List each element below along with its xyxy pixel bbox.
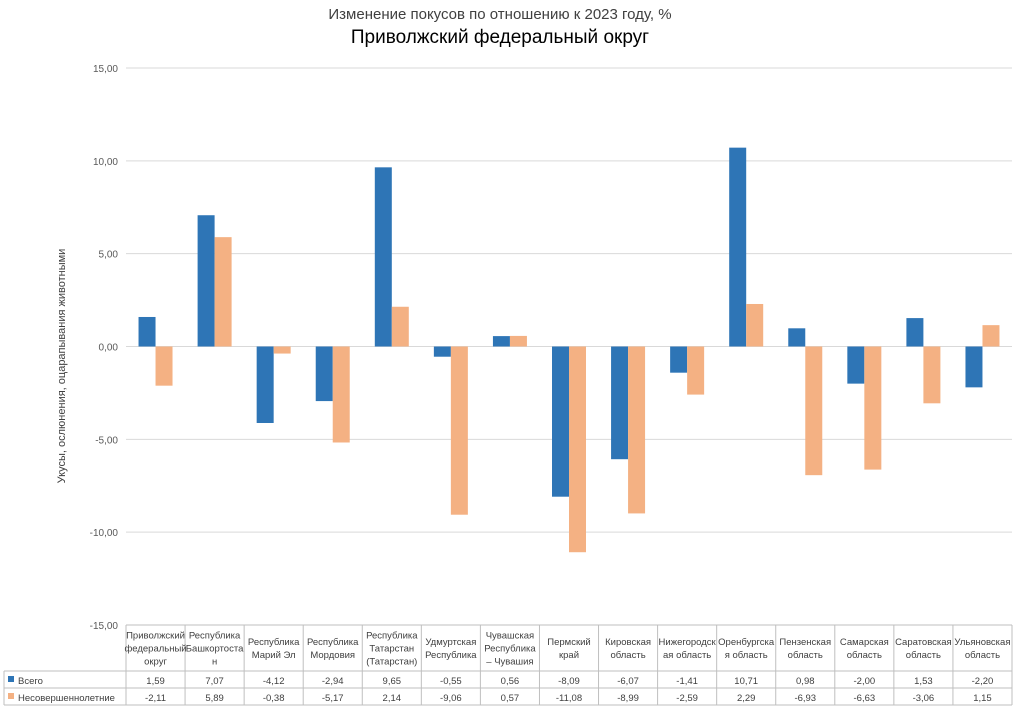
bar-vsego [138, 316, 156, 347]
category-label: Республика Башкортоста н [186, 631, 244, 668]
data-value: -2,00 [854, 676, 876, 687]
bar-vsego [374, 167, 392, 347]
y-tick-label: 15,00 [93, 64, 118, 75]
bar-nesovershennoletnie [864, 346, 882, 470]
data-value: -3,06 [913, 693, 935, 704]
category-label: Оренбургска я область [718, 637, 775, 661]
bar-vsego [492, 336, 510, 347]
bar-vsego [965, 346, 983, 388]
bar-vsego [256, 346, 274, 423]
data-value: 10,71 [734, 676, 758, 687]
data-value: -6,63 [854, 693, 876, 704]
bar-nesovershennoletnie [923, 346, 941, 404]
category-label: Республика Мордовия [307, 637, 359, 661]
bar-nesovershennoletnie [628, 346, 646, 514]
data-value: -5,17 [322, 693, 344, 704]
bar-nesovershennoletnie [391, 306, 409, 347]
data-value: -4,12 [263, 676, 285, 687]
bar-vsego [670, 346, 688, 373]
data-value: 5,89 [205, 693, 224, 704]
category-label: Самарская область [840, 637, 889, 661]
bar-nesovershennoletnie [687, 346, 705, 395]
bar-nesovershennoletnie [273, 346, 291, 354]
bar-vsego [788, 328, 806, 347]
data-value: -8,09 [558, 676, 580, 687]
y-tick-label: -15,00 [90, 621, 119, 632]
category-label: Ульяновская область [954, 637, 1010, 661]
data-value: 0,98 [796, 676, 815, 687]
data-value: -8,99 [617, 693, 639, 704]
legend-swatch-nesovershennoletnie [8, 693, 14, 699]
data-value: 2,29 [737, 693, 756, 704]
bar-vsego [611, 346, 629, 460]
bar-nesovershennoletnie [332, 346, 350, 443]
data-value: 1,53 [914, 676, 933, 687]
data-value: -0,38 [263, 693, 285, 704]
data-value: -0,55 [440, 676, 462, 687]
bar-nesovershennoletnie [155, 346, 173, 386]
y-tick-label: 0,00 [99, 343, 119, 354]
legend-entry-nesovershennoletnie: Несовершеннолетние [18, 693, 115, 704]
category-label: Пермский край [547, 637, 590, 661]
data-value: -6,07 [617, 676, 639, 687]
chart-subtitle: Изменение покусов по отношению к 2023 го… [328, 6, 672, 23]
bar-nesovershennoletnie [214, 237, 232, 347]
bar-vsego [847, 346, 865, 384]
y-tick-label: -5,00 [95, 435, 118, 446]
data-value: 9,65 [383, 676, 402, 687]
category-label: Республика Марий Эл [248, 637, 300, 661]
bar-vsego [906, 318, 924, 347]
y-tick-label: 10,00 [93, 157, 118, 168]
category-label: Удмуртская Республика [425, 637, 477, 661]
data-value: 7,07 [205, 676, 224, 687]
bar-nesovershennoletnie [982, 325, 1000, 347]
category-label: Республика Татарстан (Татарстан) [366, 631, 418, 668]
y-tick-label: -10,00 [90, 528, 119, 539]
data-value: -2,11 [145, 693, 166, 704]
category-label: Нижегородск ая область [659, 637, 717, 661]
data-value: -2,20 [972, 676, 994, 687]
bar-nesovershennoletnie [746, 303, 764, 347]
data-value: 0,57 [501, 693, 520, 704]
chart-title: Приволжский федеральный округ [350, 27, 650, 48]
category-label: Чувашская Республика – Чувашия [484, 631, 536, 668]
category-label: Саратовская область [895, 637, 952, 661]
category-label: Кировская область [605, 637, 651, 661]
data-value: -2,94 [322, 676, 344, 687]
bar-vsego [552, 346, 569, 497]
data-value: 1,59 [146, 676, 165, 687]
bar-nesovershennoletnie [805, 346, 823, 476]
category-label: Приволжский федеральный округ [124, 631, 186, 668]
data-value: -11,08 [556, 693, 582, 704]
bar-vsego [433, 346, 451, 357]
data-value: -9,06 [440, 693, 462, 704]
category-label: Пензенская область [779, 637, 831, 661]
legend-swatch-vsego [8, 676, 14, 682]
y-tick-label: 5,00 [99, 250, 119, 261]
data-value: 1,15 [973, 693, 992, 704]
bar-vsego [729, 147, 747, 347]
bar-vsego [197, 215, 215, 347]
bar-vsego [315, 346, 333, 402]
data-value: 0,56 [501, 676, 520, 687]
bar-nesovershennoletnie [450, 346, 468, 515]
legend-entry-vsego: Всего [18, 676, 43, 687]
data-value: 2,14 [383, 693, 402, 704]
data-value: -1,41 [676, 676, 698, 687]
bar-nesovershennoletnie [509, 335, 527, 347]
data-value: -2,59 [676, 693, 698, 704]
data-value: -6,93 [794, 693, 816, 704]
bar-nesovershennoletnie [569, 346, 586, 553]
